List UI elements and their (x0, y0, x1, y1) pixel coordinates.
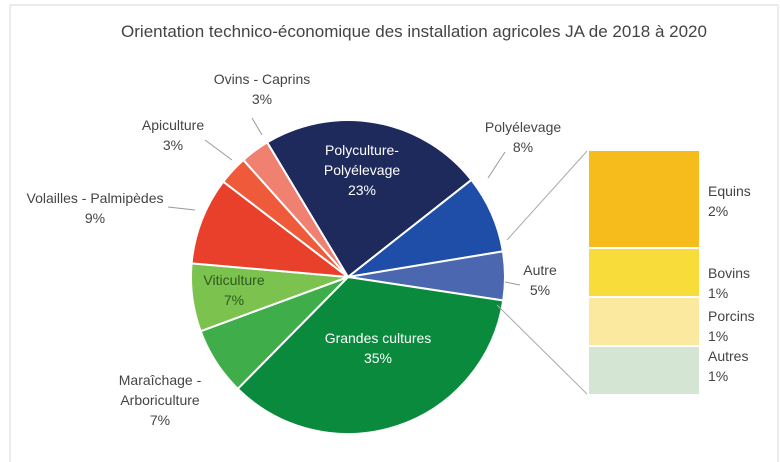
value-label: 2% (708, 203, 729, 219)
pie-slice (236, 275, 505, 435)
bar-segment (587, 296, 701, 347)
data-label: Grandes cultures 35% (298, 328, 458, 368)
data-label: Polyculture-Polyélevage 23% (292, 140, 432, 200)
category-label: Polyélevage (484, 119, 562, 135)
value-label: 3% (251, 91, 273, 107)
category-label: Autres (708, 348, 749, 364)
value-label: 5% (529, 282, 551, 298)
connector-line (506, 149, 589, 241)
value-label: 35% (363, 350, 393, 366)
data-label: Autres 1% (708, 346, 768, 386)
leader-line (204, 139, 233, 161)
category-label: Polyculture-Polyélevage (323, 142, 401, 178)
category-label: Viticulture (203, 272, 265, 288)
category-label: Bovins (708, 265, 751, 281)
value-label: 8% (512, 139, 534, 155)
data-label: Apiculture 3% (142, 115, 204, 155)
marks (167, 117, 701, 435)
leader-line (167, 206, 196, 211)
value-label: 1% (708, 285, 729, 301)
pie-slice (190, 180, 352, 279)
leader-line (487, 151, 506, 179)
data-label: Equins 2% (708, 181, 768, 221)
pie-slice (241, 141, 349, 278)
data-label: Maraîchage - Arboriculture 7% (100, 370, 220, 430)
category-label: Maraîchage - Arboriculture (118, 372, 202, 408)
data-label: Volailles - Palmipèdes 9% (10, 188, 180, 228)
category-label: Volailles - Palmipèdes (26, 190, 164, 206)
pie-slice (265, 119, 473, 279)
category-label: Ovins - Caprins (213, 71, 311, 87)
value-label: 1% (708, 328, 729, 344)
leader-line (504, 281, 521, 286)
value-label: 9% (84, 210, 106, 226)
category-label: Autre (523, 262, 557, 278)
category-label: Equins (708, 183, 751, 199)
chart-title: Orientation technico-économique des inst… (121, 22, 707, 41)
bar-segment (587, 247, 701, 298)
data-label: Autre 5% (523, 260, 556, 300)
data-label: Bovins 1% (708, 263, 768, 303)
value-label: 3% (162, 137, 184, 153)
bar-segment (587, 345, 701, 396)
value-label: 23% (347, 182, 377, 198)
chart-border (9, 4, 779, 462)
data-label: Porcins 1% (708, 306, 768, 346)
value-label: 1% (708, 368, 729, 384)
data-label: Polyélevage 8% (485, 117, 561, 157)
value-label: 7% (223, 292, 245, 308)
leader-line (251, 117, 263, 136)
connector-line (496, 304, 589, 396)
category-label: Apiculture (141, 117, 205, 133)
data-label: Viticulture 7% (203, 270, 264, 310)
value-label: 7% (149, 412, 171, 428)
category-label: Grandes cultures (324, 330, 432, 346)
category-label: Porcins (708, 308, 755, 324)
bar-segment (587, 149, 701, 249)
data-label: Ovins - Caprins 3% (202, 69, 322, 109)
